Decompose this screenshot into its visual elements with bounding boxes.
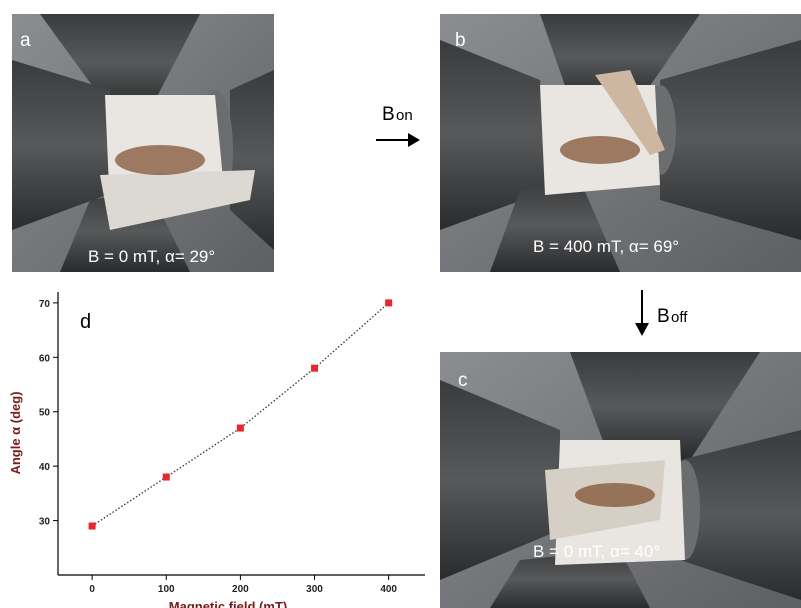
data-point [237,425,244,432]
arrow-subscript: off [671,309,688,326]
panel-caption: B = 0 mT, α= 40° [533,542,660,561]
chart: d Magnetic field (mT) Angle α (deg) 30 40… [8,292,425,608]
photo-b: b B = 400 mT, α= 69° [440,14,801,272]
panel-caption: B = 400 mT, α= 69° [533,237,679,256]
chart-label: d [80,311,91,333]
x-tick-label: 300 [306,584,323,595]
photo-c: c B = 0 mT, α= 40° [440,352,801,608]
arrow-symbol: B [382,104,395,125]
x-tick-label: 400 [380,584,397,595]
y-tick-label: 50 [39,408,51,419]
y-tick-label: 40 [39,462,51,473]
data-point [311,365,318,372]
data-point [89,523,96,530]
y-axis-label: Angle α (deg) [8,391,23,474]
arrow-subscript: on [396,107,413,124]
x-tick-label: 100 [158,584,175,595]
arrow-on: B on [376,104,420,147]
arrow-off: B off [635,290,688,336]
data-point [163,474,170,481]
x-tick-label: 200 [232,584,249,595]
y-tick-label: 70 [39,299,51,310]
data-point [385,299,392,306]
photo-a: a B = 0 mT, α= 29° [12,14,274,272]
y-tick-label: 30 [39,517,51,528]
y-tick-label: 60 [39,353,51,364]
x-tick-label: 0 [89,584,95,595]
panel-label: b [455,30,466,51]
panel-label: c [458,370,468,391]
arrow-symbol: B [657,306,670,327]
fit-line [92,303,389,526]
panel-caption: B = 0 mT, α= 29° [88,247,215,266]
x-axis-label: Magnetic field (mT) [169,599,287,608]
figure: a B = 0 mT, α= 29° b B = 400 mT, α= 69° … [0,0,801,608]
panel-label: a [20,30,31,51]
